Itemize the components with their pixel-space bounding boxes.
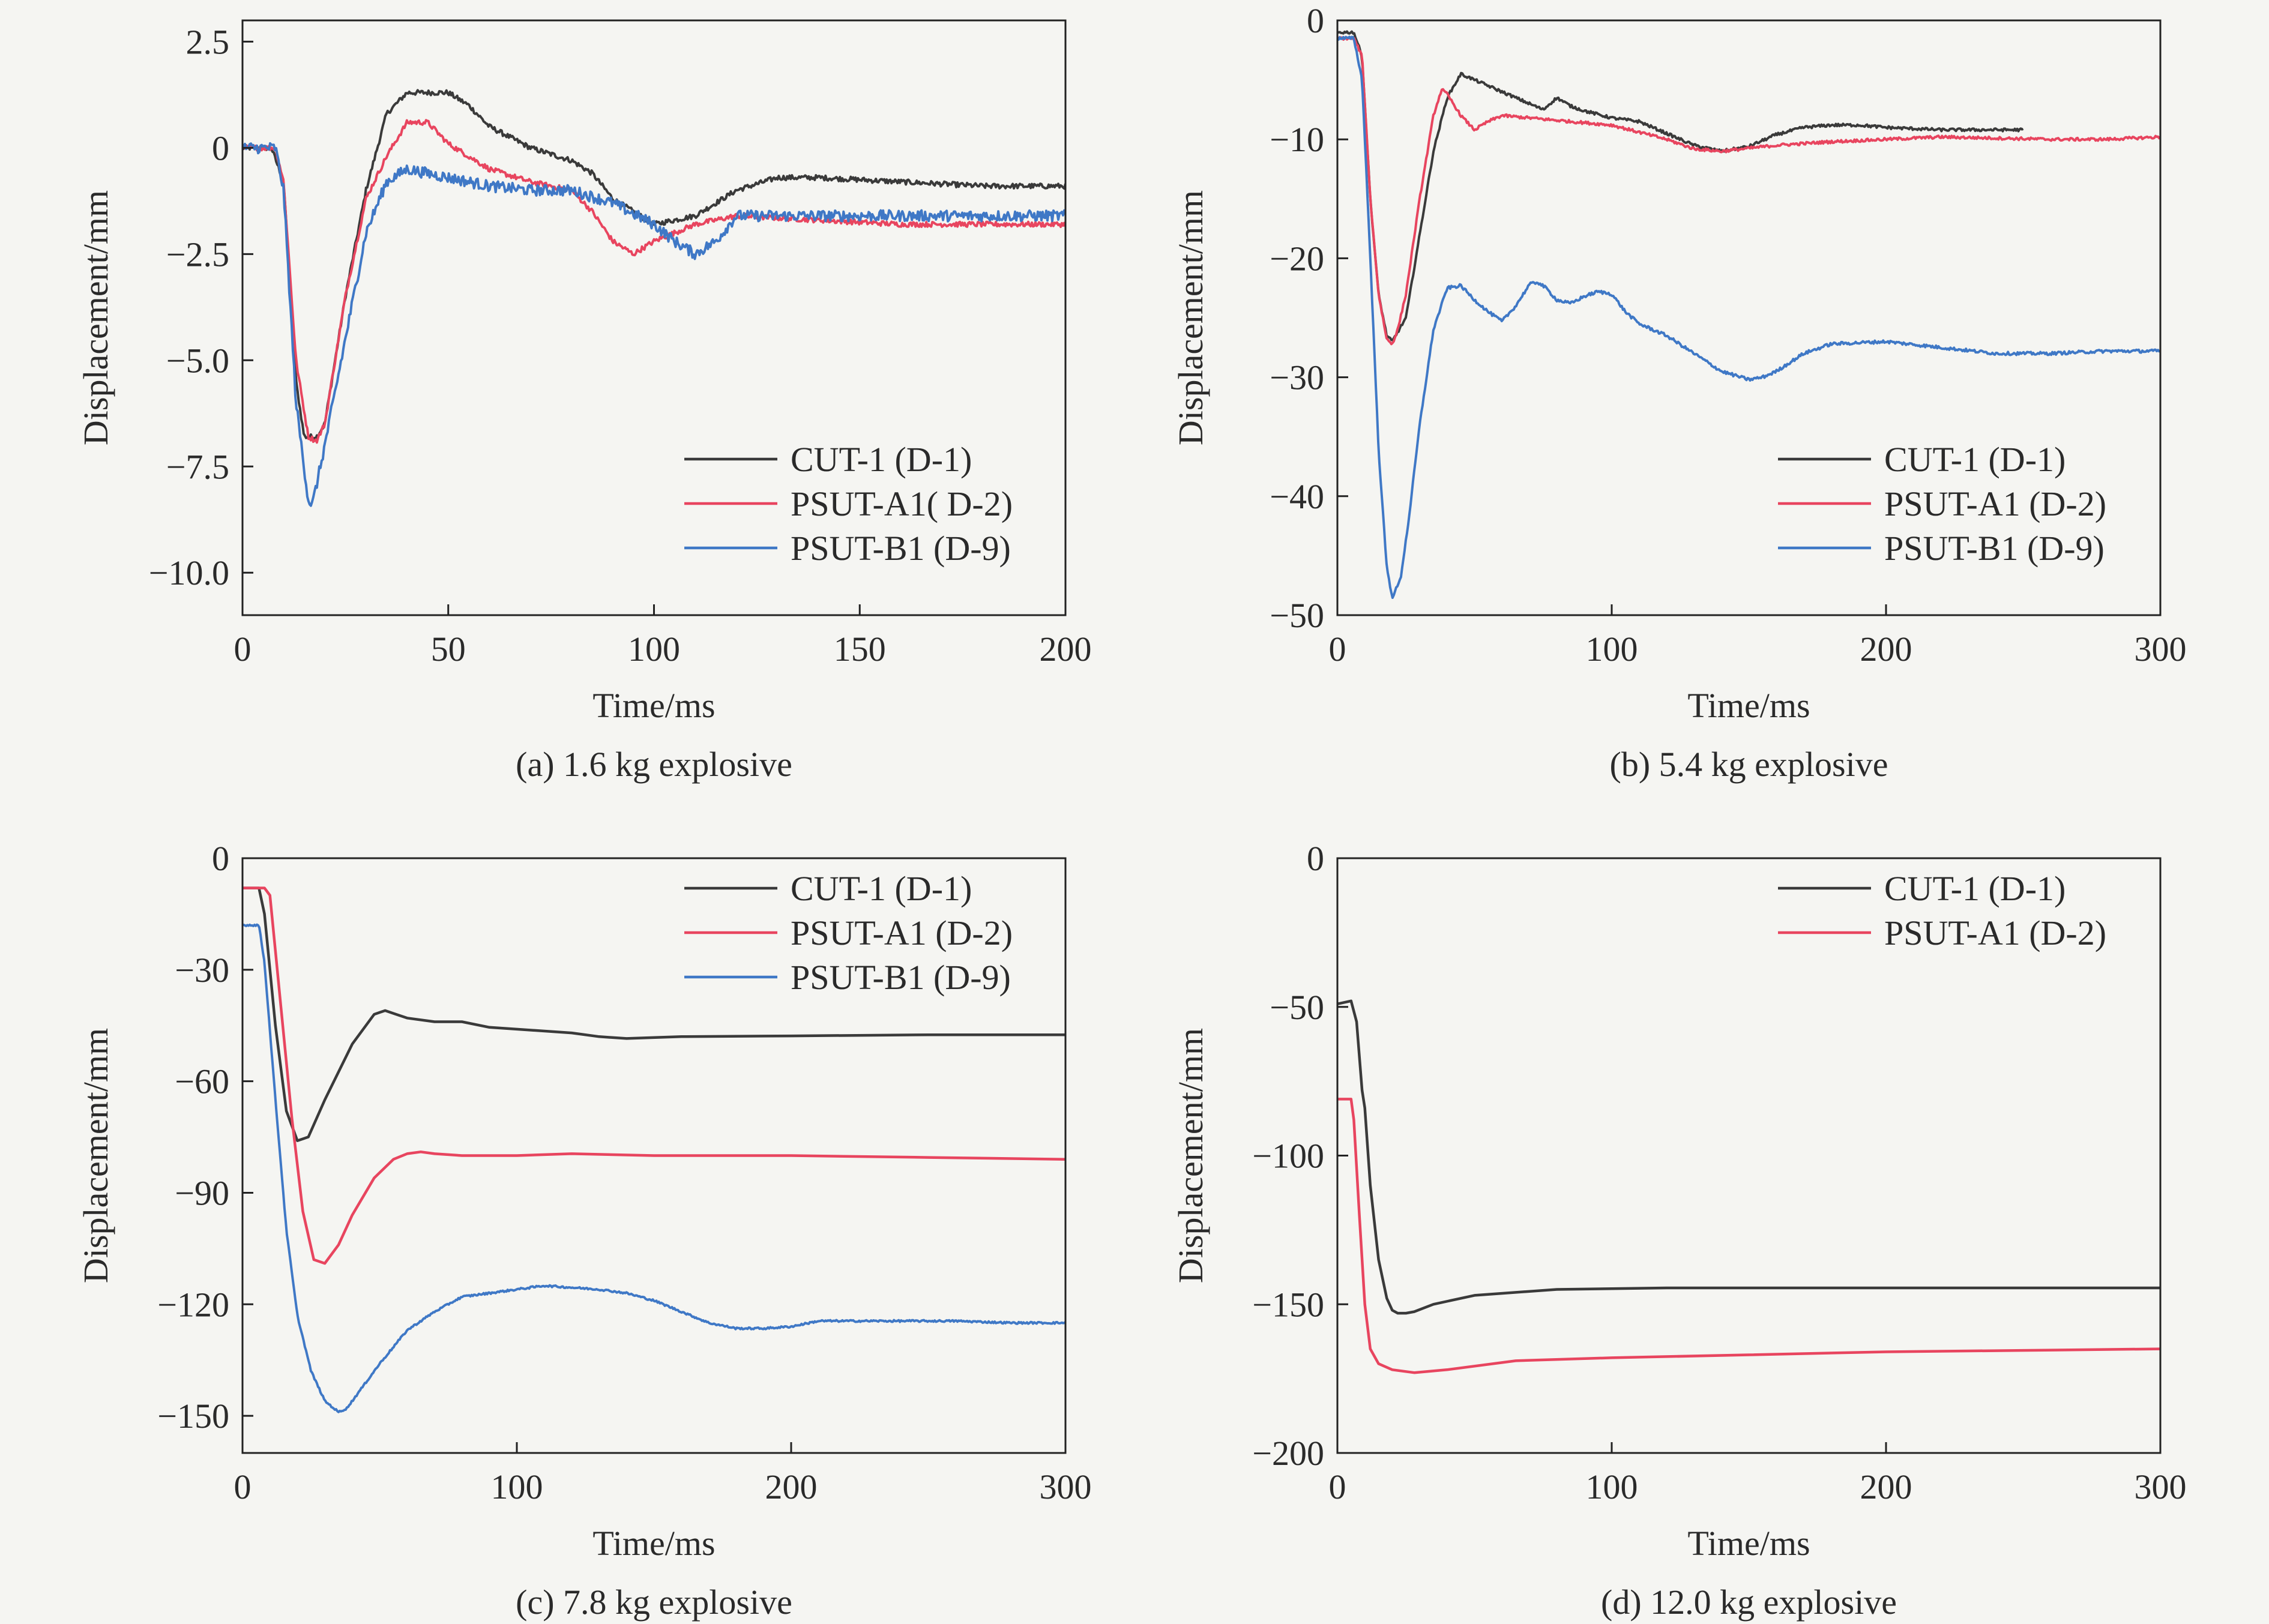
x-tick-label: 300 — [2135, 630, 2187, 669]
legend: CUT-1 (D-1) PSUT-A1 (D-2) PSUT-B1 (D-9) — [1778, 440, 2106, 568]
y-tick-label: −200 — [1252, 1434, 1324, 1473]
y-axis-label: Displacement/mm — [1171, 1028, 1210, 1283]
y-axis-label: Displacement/mm — [76, 190, 115, 445]
y-tick-label: −60 — [175, 1062, 229, 1101]
chart-panel-2: 0 100 200 300 0 −10 −20 −30 −40 −50 Time/ms Displac… — [1171, 1, 2187, 784]
y-tick-label: −90 — [175, 1173, 229, 1212]
plot-frame — [241, 857, 1067, 1454]
legend-label: CUT-1 (D-1) — [791, 440, 972, 479]
x-tick-label: 100 — [1586, 1467, 1638, 1506]
x-tick-label: 0 — [1329, 1467, 1346, 1506]
x-tick-label: 150 — [834, 630, 886, 669]
x-tick-label: 100 — [628, 630, 680, 669]
legend-label: CUT-1 (D-1) — [1884, 869, 2066, 908]
chart-panel-1: 0 50 100 150 200 2.5 0 −2.5 −5.0 −7.5 −10.0 Time/ms… — [76, 19, 1092, 784]
series-line-black — [243, 89, 1065, 441]
legend-label: CUT-1 (D-1) — [1884, 440, 2066, 479]
y-tick-label: −120 — [157, 1285, 229, 1324]
y-tick-label: −100 — [1252, 1137, 1324, 1176]
series-line-blue — [1337, 35, 2160, 599]
y-tick-label: −10.0 — [149, 553, 229, 592]
series-line-red — [243, 886, 1065, 1265]
y-tick-label: −20 — [1270, 239, 1324, 278]
y-tick-label: −50 — [1270, 988, 1324, 1027]
x-tick-label: 0 — [234, 630, 252, 669]
x-tick-label: 300 — [2135, 1467, 2187, 1506]
legend: CUT-1 (D-1) PSUT-A1( D-2) PSUT-B1 (D-9) — [684, 440, 1013, 568]
plot-frame — [1336, 19, 2162, 616]
y-axis-label: Displacement/mm — [1171, 190, 1210, 445]
y-tick-label: −7.5 — [166, 447, 229, 486]
y-tick-label: −10 — [1270, 120, 1324, 159]
y-tick-label: 0 — [212, 128, 229, 167]
chart-caption: (a) 1.6 kg explosive — [516, 745, 792, 784]
x-tick-label: 200 — [1860, 1467, 1912, 1506]
y-tick-label: −30 — [1270, 358, 1324, 397]
x-tick-label: 50 — [431, 630, 466, 669]
chart-panel-4: 0 100 200 300 0 −50 −100 −150 −200 Time/ms Displac… — [1171, 839, 2187, 1622]
series-line-red — [1337, 1098, 2160, 1374]
x-axis-label: Time/ms — [592, 686, 715, 725]
series-line-red — [1337, 35, 2160, 346]
y-axis-label: Displacement/mm — [76, 1028, 115, 1283]
series-line-red — [243, 119, 1065, 444]
x-tick-label: 200 — [765, 1467, 818, 1506]
y-tick-label: −2.5 — [166, 235, 229, 274]
x-axis-label: Time/ms — [592, 1524, 715, 1563]
legend-label: PSUT-B1 (D-9) — [791, 958, 1011, 997]
chart-caption: (b) 5.4 kg explosive — [1610, 745, 1888, 784]
x-axis-label: Time/ms — [1687, 686, 1810, 725]
y-tick-label: 0 — [212, 839, 229, 878]
plot-frame — [241, 19, 1067, 616]
y-tick-label: 0 — [1307, 839, 1324, 878]
y-tick-label: −30 — [175, 951, 229, 990]
series-line-black — [243, 886, 1065, 1142]
legend-label: PSUT-B1 (D-9) — [791, 529, 1011, 568]
series-line-blue — [243, 142, 1065, 507]
y-tick-label: 0 — [1307, 1, 1324, 40]
x-tick-label: 0 — [234, 1467, 252, 1506]
x-tick-label: 100 — [1586, 630, 1638, 669]
series-line-blue — [243, 923, 1065, 1413]
series-line-black — [1337, 30, 2024, 341]
x-tick-label: 200 — [1040, 630, 1092, 669]
legend: CUT-1 (D-1) PSUT-A1 (D-2) PSUT-B1 (D-9) — [684, 869, 1013, 997]
y-tick-label: −150 — [1252, 1285, 1324, 1324]
legend-label: CUT-1 (D-1) — [791, 869, 972, 908]
chart-panel-3: 0 100 200 300 0 −30 −60 −90 −120 −150 Time/ms Displ… — [76, 839, 1092, 1622]
y-tick-label: −5.0 — [166, 341, 229, 380]
x-axis-label: Time/ms — [1687, 1524, 1810, 1563]
legend-label: PSUT-A1( D-2) — [791, 484, 1013, 523]
x-tick-label: 200 — [1860, 630, 1912, 669]
legend-label: PSUT-A1 (D-2) — [1884, 484, 2106, 523]
legend-label: PSUT-A1 (D-2) — [1884, 913, 2106, 952]
x-tick-label: 100 — [491, 1467, 543, 1506]
x-tick-label: 0 — [1329, 630, 1346, 669]
y-tick-label: −50 — [1270, 596, 1324, 635]
legend-label: PSUT-B1 (D-9) — [1884, 529, 2105, 568]
series-line-black — [1337, 999, 2160, 1315]
legend-label: PSUT-A1 (D-2) — [791, 913, 1013, 952]
y-tick-label: −150 — [157, 1397, 229, 1436]
x-tick-label: 300 — [1040, 1467, 1092, 1506]
chart-caption: (c) 7.8 kg explosive — [516, 1583, 792, 1622]
y-tick-label: −40 — [1270, 477, 1324, 516]
y-tick-label: 2.5 — [186, 22, 230, 61]
chart-caption: (d) 12.0 kg explosive — [1601, 1583, 1897, 1622]
legend: CUT-1 (D-1) PSUT-A1 (D-2) — [1778, 869, 2106, 952]
